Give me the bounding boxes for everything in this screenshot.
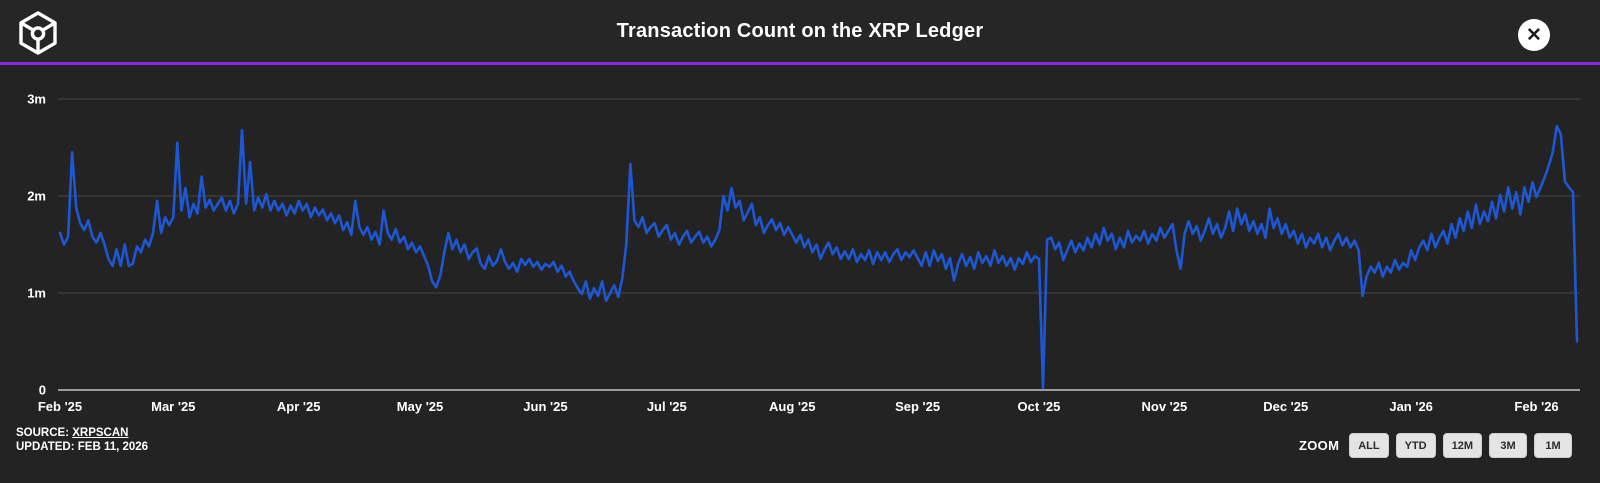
x-tick-label: Sep '25 — [895, 399, 940, 414]
x-tick-label: Apr '25 — [277, 399, 321, 414]
source-label: SOURCE: — [16, 427, 70, 439]
accent-divider — [0, 62, 1600, 65]
zoom-button-ytd[interactable]: YTD — [1395, 433, 1436, 458]
zoom-button-12m[interactable]: 12M — [1442, 433, 1482, 458]
source-block: SOURCE: XRPSCAN UPDATED: FEB 11, 2026 — [16, 426, 148, 454]
x-tick-label: May '25 — [397, 399, 443, 414]
y-tick-label: 0 — [39, 383, 46, 398]
zoom-label: ZOOM — [1299, 438, 1340, 453]
x-tick-label: Aug '25 — [769, 399, 815, 414]
close-icon: ✕ — [1526, 24, 1542, 46]
page-title: Transaction Count on the XRP Ledger — [616, 19, 984, 42]
y-tick-label: 2m — [27, 189, 46, 204]
x-tick-label: Jul '25 — [647, 399, 687, 414]
x-tick-label: Mar '25 — [151, 399, 195, 414]
zoom-controls: ZOOM ALL YTD 12M 3M 1M — [1299, 433, 1572, 458]
x-tick-label: Jan '26 — [1389, 399, 1433, 414]
updated-label: UPDATED: FEB 11, 2026 — [16, 441, 149, 453]
chart-area[interactable]: 0 1m 2m 3m Feb '25 Mar '25 Apr '25 May '25 Jun '… — [0, 65, 1600, 425]
header: Transaction Count on the XRP Ledger ✕ — [0, 0, 1600, 62]
x-tick-label: Dec '25 — [1263, 399, 1308, 414]
block-cube-logo[interactable] — [16, 10, 60, 56]
transaction-count-series-line[interactable] — [58, 124, 1579, 390]
x-tick-label: Oct '25 — [1018, 399, 1061, 414]
footer: SOURCE: XRPSCAN UPDATED: FEB 11, 2026 ZO… — [0, 425, 1600, 483]
x-tick-label: Feb '26 — [1514, 399, 1558, 414]
x-tick-label: Nov '25 — [1142, 399, 1188, 414]
zoom-button-1m[interactable]: 1M — [1534, 433, 1572, 458]
zoom-button-3m[interactable]: 3M — [1489, 433, 1527, 458]
source-link[interactable]: XRPSCAN — [72, 427, 129, 439]
zoom-button-all[interactable]: ALL — [1349, 433, 1389, 458]
transaction-count-line-chart[interactable]: 0 1m 2m 3m Feb '25 Mar '25 Apr '25 May '25 Jun '… — [0, 65, 1600, 425]
x-tick-label: Feb '25 — [38, 399, 82, 414]
x-tick-label: Jun '25 — [523, 399, 567, 414]
y-tick-label: 1m — [27, 286, 46, 301]
close-button[interactable]: ✕ — [1518, 19, 1550, 51]
y-tick-label: 3m — [27, 92, 46, 107]
